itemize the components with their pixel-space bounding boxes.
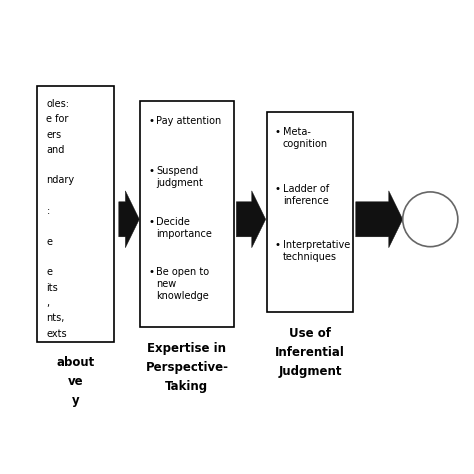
Polygon shape (119, 191, 139, 248)
Text: ve: ve (68, 375, 83, 388)
Text: •: • (148, 116, 154, 126)
Polygon shape (356, 191, 403, 248)
Text: Meta-
cognition: Meta- cognition (283, 127, 328, 149)
Text: and: and (46, 145, 65, 155)
Text: oles:: oles: (46, 99, 70, 109)
Text: e: e (46, 237, 53, 247)
Text: Judgment: Judgment (278, 365, 342, 378)
Text: •: • (275, 183, 281, 193)
Text: •: • (148, 217, 154, 227)
Text: •: • (275, 240, 281, 250)
Text: e: e (46, 267, 53, 277)
Text: •: • (275, 127, 281, 137)
Text: ers: ers (46, 129, 62, 139)
Text: •: • (148, 267, 154, 277)
Text: Perspective-: Perspective- (146, 361, 228, 374)
Text: its: its (46, 283, 58, 293)
Text: ,: , (46, 298, 50, 308)
Text: y: y (72, 394, 80, 407)
FancyBboxPatch shape (37, 86, 114, 342)
Text: Interpretative
techniques: Interpretative techniques (283, 240, 350, 262)
Text: nts,: nts, (46, 313, 65, 323)
Text: :: : (46, 206, 50, 216)
Text: Pay attention: Pay attention (156, 116, 221, 126)
FancyBboxPatch shape (267, 111, 353, 312)
Text: ndary: ndary (46, 175, 74, 185)
Text: Decide
importance: Decide importance (156, 217, 212, 239)
FancyBboxPatch shape (140, 100, 234, 327)
Text: exts: exts (46, 329, 67, 339)
Text: about: about (57, 356, 95, 369)
Polygon shape (237, 191, 266, 248)
Text: Use of: Use of (289, 327, 331, 340)
Text: Ladder of
inference: Ladder of inference (283, 183, 329, 206)
Text: Expertise in: Expertise in (147, 342, 227, 355)
Text: e for: e for (46, 114, 69, 124)
Text: •: • (148, 166, 154, 176)
Text: Inferential: Inferential (275, 346, 345, 359)
Text: Taking: Taking (165, 380, 209, 392)
Text: Suspend
judgment: Suspend judgment (156, 166, 203, 188)
Text: Be open to
new
knowledge: Be open to new knowledge (156, 267, 210, 301)
